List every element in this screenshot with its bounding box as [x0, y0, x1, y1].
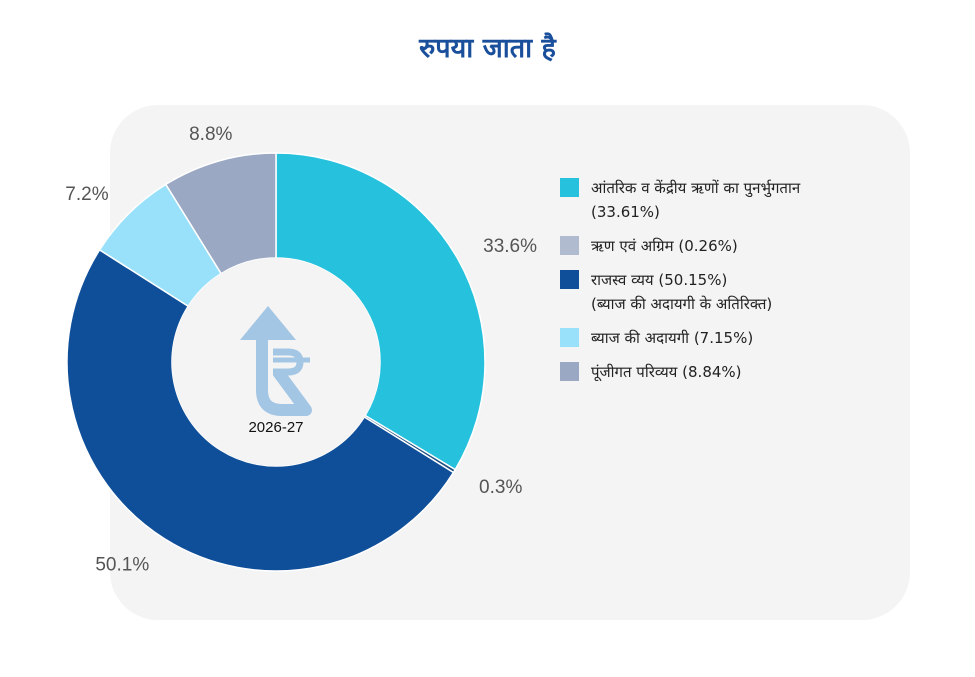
data-label: 7.2%: [65, 184, 108, 205]
legend-label: ब्याज की अदायगी (7.15%): [591, 329, 754, 347]
data-label: 0.3%: [479, 477, 522, 498]
legend-item: ब्याज की अदायगी (7.15%): [560, 326, 890, 350]
data-label: 33.6%: [483, 236, 537, 257]
legend-swatch: [560, 236, 579, 255]
legend-swatch: [560, 328, 579, 347]
legend-item: पूंजीगत परिव्यय (8.84%): [560, 360, 890, 384]
legend-swatch: [560, 362, 579, 381]
legend-label: पूंजीगत परिव्यय (8.84%): [591, 363, 742, 381]
legend-swatch: [560, 178, 579, 197]
legend-item: ऋण एवं अग्रिम (0.26%): [560, 234, 890, 258]
legend: आंतरिक व केंद्रीय ऋणों का पुनर्भुगतान (33…: [560, 176, 890, 394]
legend-label: आंतरिक व केंद्रीय ऋणों का पुनर्भुगतान (33…: [591, 179, 801, 221]
center-year-label: 2026-27: [248, 419, 303, 436]
legend-swatch: [560, 270, 579, 289]
data-label: 50.1%: [95, 554, 149, 575]
legend-item: आंतरिक व केंद्रीय ऋणों का पुनर्भुगतान (33…: [560, 176, 890, 224]
rupee-up-arrow-icon: [240, 306, 312, 416]
legend-label: राजस्व व्यय (50.15%) (ब्याज की अदायगी के …: [591, 271, 773, 313]
data-label: 8.8%: [189, 124, 232, 145]
chart-title: रुपया जाता है: [419, 33, 556, 64]
legend-label: ऋण एवं अग्रिम (0.26%): [591, 237, 738, 255]
legend-item: राजस्व व्यय (50.15%) (ब्याज की अदायगी के …: [560, 268, 890, 316]
